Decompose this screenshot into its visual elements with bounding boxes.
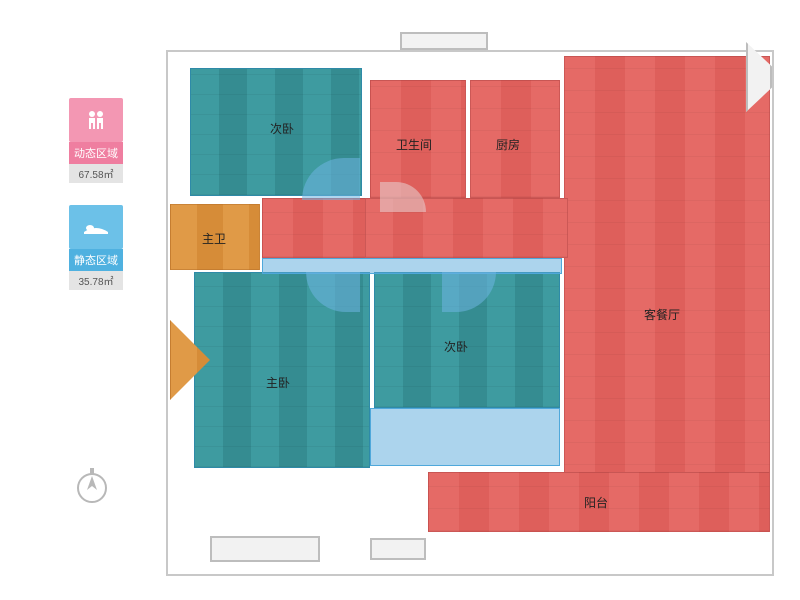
floor-plan: 次卧 卫生间 厨房 主卫 次卧 主卧 客餐厅 阳台 (170, 20, 780, 580)
label-master-bath: 主卫 (202, 230, 226, 247)
label-living-dining: 客餐厅 (644, 306, 680, 323)
label-kitchen: 厨房 (496, 136, 520, 153)
window-top-1 (400, 32, 488, 50)
label-master-bedroom: 主卧 (266, 374, 290, 391)
compass-icon (70, 462, 114, 506)
label-secondary-bedroom-top: 次卧 (270, 120, 294, 137)
room-living-dining (564, 56, 770, 510)
label-balcony: 阳台 (584, 494, 608, 511)
window-bottom-mid (370, 538, 426, 560)
room-hallway-left (262, 198, 366, 258)
legend-static: 静态区域 35.78㎡ (66, 205, 126, 290)
zone-legend: 动态区域 67.58㎡ 静态区域 35.78㎡ (66, 98, 126, 312)
legend-dynamic-label: 动态区域 (69, 142, 123, 164)
legend-dynamic-value: 67.58㎡ (69, 164, 123, 183)
window-bottom-left (210, 536, 320, 562)
legend-static-label: 静态区域 (69, 249, 123, 271)
legend-static-value: 35.78㎡ (69, 271, 123, 290)
label-bathroom: 卫生间 (396, 136, 432, 153)
label-secondary-bedroom-mid: 次卧 (444, 338, 468, 355)
sleep-icon-svg (82, 218, 110, 236)
people-icon (69, 98, 123, 142)
people-icon-svg (83, 109, 109, 131)
sleep-icon (69, 205, 123, 249)
legend-dynamic: 动态区域 67.58㎡ (66, 98, 126, 183)
